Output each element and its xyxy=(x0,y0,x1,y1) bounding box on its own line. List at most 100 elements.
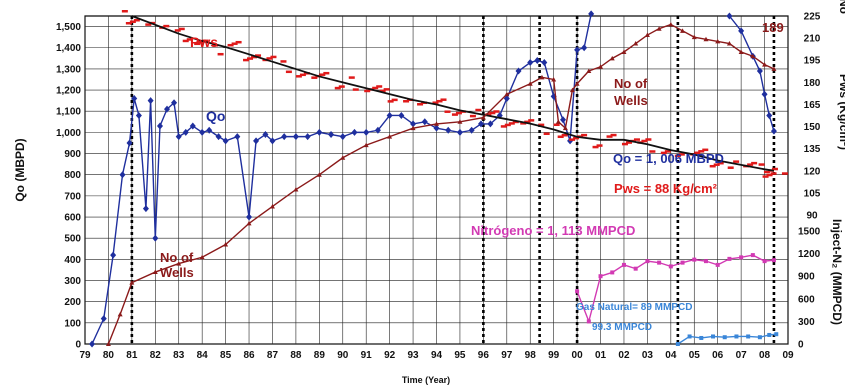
qo-point xyxy=(761,90,768,98)
pws-measurement xyxy=(451,113,458,116)
pws-measurement xyxy=(702,148,709,152)
pws-measurement xyxy=(129,20,136,23)
pws-measurement xyxy=(758,163,765,166)
qo-line xyxy=(91,13,592,345)
no-of-wells-point xyxy=(363,142,369,148)
x-tick-label: 97 xyxy=(501,350,513,361)
qo-point xyxy=(222,137,229,145)
no-of-wells-point xyxy=(340,155,346,160)
qo-point xyxy=(100,315,107,323)
y-left-tick-label: 400 xyxy=(64,255,81,266)
pws-measurement xyxy=(182,39,189,43)
y-left-tick-label: 800 xyxy=(64,170,81,181)
x-tick-label: 98 xyxy=(525,350,537,361)
y-left-tick-label: 1,400 xyxy=(56,43,81,54)
y-left-tick-label: 1,500 xyxy=(56,22,81,33)
qo-point xyxy=(206,126,213,134)
qo-point xyxy=(156,122,163,130)
pws-measurement xyxy=(469,114,476,118)
pws-measurement xyxy=(709,164,716,168)
no-of-wells-point xyxy=(691,34,697,40)
y-right-inner-axis-label: Inject-N₂ (MMPCD) xyxy=(830,219,844,325)
x-axis-label: Time (Year) xyxy=(402,375,450,385)
pws-measurement xyxy=(763,170,770,174)
y-left-tick-label: 200 xyxy=(64,297,81,308)
no-of-wells-point xyxy=(539,74,545,80)
pws-measurement xyxy=(641,139,648,143)
y-right-inner-tick-label: 0 xyxy=(798,340,804,351)
gas-natural-point xyxy=(699,335,704,340)
pws-measurement xyxy=(455,111,462,115)
qo-point xyxy=(468,126,475,134)
qo-point xyxy=(756,67,763,75)
nitr-geno-point xyxy=(633,266,638,271)
no-of-wells-point xyxy=(738,49,744,54)
y-right-outer-tick-label: 90 xyxy=(806,211,818,222)
no-of-wells-point xyxy=(316,172,322,177)
no-of-wells-point xyxy=(434,121,439,126)
no-of-wells-point xyxy=(569,87,575,93)
annotation-no-of-wells-top-l2: Wells xyxy=(614,93,648,108)
qo-point xyxy=(374,126,381,134)
y-right-outer-tick-label: 105 xyxy=(804,188,821,199)
pws-measurement xyxy=(512,120,519,124)
annotation-gas-natural-value: Gas Natural= 89 MMPCD xyxy=(576,302,692,313)
pws-measurement xyxy=(664,150,671,153)
nitr-geno-point xyxy=(692,257,697,262)
qo-point xyxy=(171,99,178,107)
pws-measurement xyxy=(770,172,777,175)
no-of-wells-point xyxy=(551,76,557,82)
qo-point xyxy=(574,46,581,54)
no-of-wells-point xyxy=(703,36,709,42)
x-tick-label: 85 xyxy=(220,350,232,361)
pws-measurement xyxy=(649,150,656,153)
qo-point xyxy=(262,131,269,139)
no-of-wells-point xyxy=(117,311,123,317)
qo-point xyxy=(770,127,777,135)
pws-measurement xyxy=(372,86,379,90)
gas-natural-point xyxy=(746,334,751,339)
annotation-qo-value: Qo = 1, 006 MBPD xyxy=(613,151,724,166)
no-of-wells-point xyxy=(586,68,592,74)
x-tick-label: 00 xyxy=(572,350,584,361)
x-tick-label: 89 xyxy=(314,350,326,361)
nitr-geno-point xyxy=(750,253,755,258)
y-right-outer-tick-label: 165 xyxy=(804,100,821,111)
x-tick-label: 96 xyxy=(478,350,490,361)
qo-point xyxy=(89,340,96,348)
pws-measurement xyxy=(573,136,580,140)
pws-measurement xyxy=(645,138,652,141)
no-of-wells-point xyxy=(105,341,111,346)
qo-point xyxy=(363,128,370,136)
nitr-geno-point xyxy=(657,260,662,265)
annotation-pws: Pws xyxy=(190,34,218,50)
pws-measurement xyxy=(125,22,132,25)
qo-point xyxy=(246,213,253,221)
gas-natural-point xyxy=(757,335,762,340)
qo-point xyxy=(119,171,126,179)
pws-measurement xyxy=(553,123,560,127)
no-of-wells-point xyxy=(504,91,510,97)
pws-measurement xyxy=(379,89,386,93)
pws-measurement xyxy=(251,55,258,59)
no-of-wells-point xyxy=(527,81,533,86)
pws-measurement xyxy=(235,40,242,44)
y-left-tick-label: 1,200 xyxy=(56,86,81,97)
y-left-tick-label: 100 xyxy=(64,318,81,329)
qo-point xyxy=(433,124,440,132)
pws-measurement xyxy=(621,142,628,146)
x-tick-label: 06 xyxy=(712,350,724,361)
qo-point xyxy=(738,27,745,35)
x-tick-label: 02 xyxy=(618,350,630,361)
no-of-wells-point xyxy=(246,220,252,226)
pws-measurement xyxy=(133,19,140,22)
pws-measurement xyxy=(121,10,128,13)
pws-measurement xyxy=(751,161,758,165)
pws-measurement xyxy=(475,108,482,112)
gas-natural-line xyxy=(677,333,777,345)
pws-measurement xyxy=(432,101,439,104)
x-tick-label: 92 xyxy=(384,350,396,361)
qo-point xyxy=(478,120,485,128)
qo-point xyxy=(126,139,133,147)
